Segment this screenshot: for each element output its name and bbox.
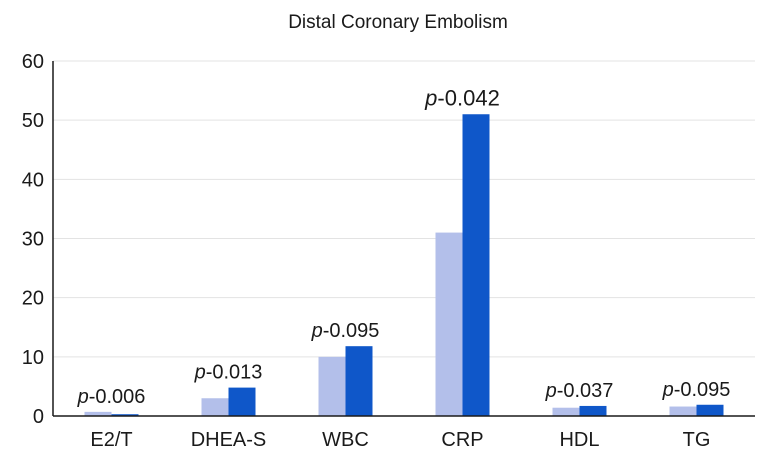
bar-group-b	[345, 346, 373, 416]
p-symbol: p	[311, 320, 323, 342]
p-value: -0.013	[206, 362, 263, 384]
y-tick-label: 50	[22, 110, 44, 132]
y-tick-label: 30	[22, 229, 44, 251]
bar-group-b	[462, 114, 490, 416]
p-value-label: p-0.006	[77, 386, 146, 408]
x-category-label: E2/T	[90, 429, 132, 451]
y-tick-label: 10	[22, 347, 44, 369]
p-value: -0.006	[89, 386, 146, 408]
bar-group-b	[696, 404, 724, 416]
bar-group-a	[84, 411, 112, 416]
p-symbol: p	[545, 380, 557, 402]
p-value: -0.095	[323, 320, 380, 342]
x-category-label: CRP	[441, 429, 483, 451]
bar-group-b	[579, 405, 607, 416]
p-value: -0.095	[674, 379, 731, 401]
x-category-label: WBC	[322, 429, 369, 451]
bar-group-a	[201, 398, 229, 416]
x-axis-categories: E2/T DHEA-S WBC CRP HDL TG	[90, 429, 710, 451]
bar-group-a	[552, 407, 580, 416]
gridlines	[53, 60, 755, 358]
p-symbol: p	[424, 85, 437, 110]
bar-group-a	[669, 406, 697, 416]
p-value-label: p-0.095	[311, 320, 380, 342]
y-tick-label: 0	[33, 406, 44, 428]
p-value: -0.042	[437, 85, 499, 110]
p-symbol: p	[194, 362, 206, 384]
p-symbol: p	[662, 379, 674, 401]
chart-title: Distal Coronary Embolism	[288, 12, 508, 33]
bar-group-b	[111, 414, 139, 416]
p-value: -0.037	[557, 380, 614, 402]
y-tick-label: 20	[22, 288, 44, 310]
p-symbol: p	[77, 386, 89, 408]
y-axis-ticks: 0 10 20 30 40 50 60	[22, 51, 44, 428]
x-category-label: HDL	[559, 429, 599, 451]
y-tick-label: 40	[22, 169, 44, 191]
p-value-label: p-0.042	[424, 85, 500, 110]
p-value-label: p-0.095	[662, 379, 731, 401]
x-category-label: TG	[683, 429, 711, 451]
bars	[84, 114, 724, 416]
bar-group-b	[228, 387, 256, 416]
p-value-label: p-0.013	[194, 362, 263, 384]
y-tick-label: 60	[22, 51, 44, 73]
p-value-label: p-0.037	[545, 380, 614, 402]
bar-group-a	[318, 356, 346, 416]
x-category-label: DHEA-S	[191, 429, 267, 451]
bar-group-a	[435, 232, 463, 416]
